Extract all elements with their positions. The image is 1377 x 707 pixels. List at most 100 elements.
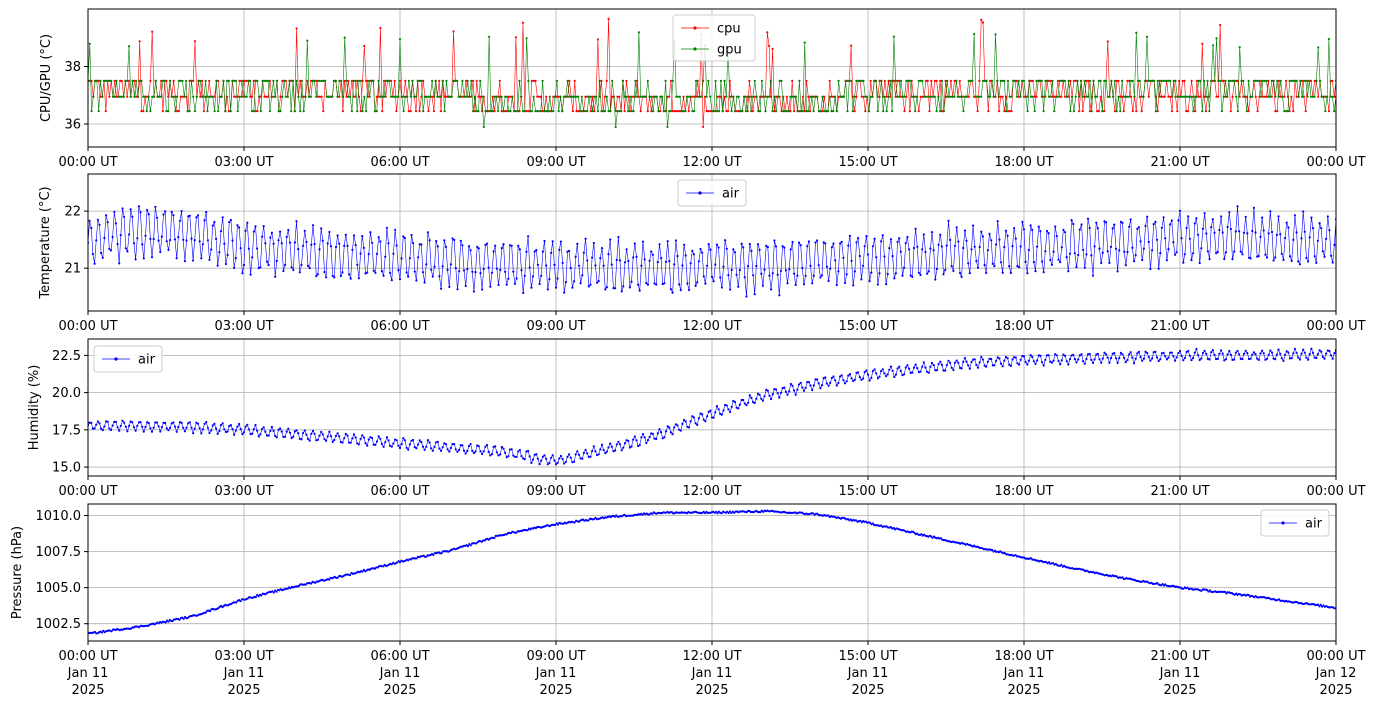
data-point bbox=[356, 263, 359, 266]
data-point bbox=[543, 454, 546, 457]
data-point bbox=[415, 557, 418, 560]
data-point bbox=[1241, 358, 1244, 361]
data-point bbox=[346, 434, 349, 437]
data-point bbox=[987, 95, 990, 98]
x-tick-label: Jan 11 bbox=[1003, 666, 1045, 681]
data-point bbox=[300, 95, 303, 98]
data-point bbox=[1194, 110, 1197, 113]
data-point bbox=[1017, 79, 1020, 82]
data-point bbox=[430, 447, 433, 450]
data-point bbox=[707, 110, 710, 113]
data-point bbox=[334, 245, 338, 249]
data-point bbox=[1269, 349, 1272, 352]
data-point bbox=[1216, 250, 1219, 254]
data-point bbox=[263, 79, 266, 82]
data-point bbox=[227, 110, 230, 113]
data-point bbox=[170, 95, 173, 98]
data-point bbox=[1182, 359, 1185, 362]
data-point bbox=[857, 79, 860, 82]
data-point bbox=[640, 436, 643, 439]
data-point bbox=[1270, 95, 1273, 98]
data-point bbox=[812, 384, 815, 387]
data-point bbox=[402, 110, 405, 113]
data-point bbox=[1018, 266, 1021, 269]
data-point bbox=[341, 110, 344, 113]
data-point bbox=[627, 110, 630, 113]
data-point bbox=[774, 388, 778, 391]
data-point bbox=[441, 446, 444, 449]
data-point bbox=[978, 95, 981, 98]
data-point bbox=[200, 257, 203, 260]
data-point bbox=[90, 110, 93, 113]
data-point bbox=[968, 272, 971, 275]
data-point bbox=[1083, 266, 1086, 269]
data-point bbox=[908, 79, 912, 82]
data-point bbox=[1012, 79, 1015, 82]
data-point bbox=[467, 444, 471, 448]
legend-marker-cpu bbox=[693, 26, 697, 30]
data-point bbox=[1206, 250, 1209, 253]
data-point bbox=[720, 512, 723, 515]
data-point bbox=[329, 435, 333, 438]
data-point bbox=[1087, 95, 1090, 98]
data-point bbox=[363, 44, 366, 48]
data-point bbox=[678, 110, 682, 113]
data-point bbox=[587, 455, 590, 458]
data-point bbox=[1169, 223, 1172, 226]
data-point bbox=[614, 125, 617, 128]
data-point bbox=[1092, 79, 1095, 82]
data-point bbox=[791, 384, 794, 387]
data-point bbox=[389, 271, 392, 274]
data-point bbox=[564, 281, 568, 284]
data-point bbox=[816, 378, 819, 381]
x-tick-label: Jan 12 bbox=[1315, 666, 1357, 681]
data-point bbox=[976, 266, 980, 269]
data-point bbox=[901, 95, 904, 98]
data-point bbox=[1216, 357, 1219, 360]
data-point bbox=[807, 240, 811, 243]
data-point bbox=[380, 270, 383, 273]
data-point bbox=[497, 283, 500, 287]
data-point bbox=[598, 79, 601, 82]
data-point bbox=[1318, 79, 1322, 82]
data-point bbox=[1249, 357, 1252, 360]
data-point bbox=[577, 110, 580, 113]
data-point bbox=[341, 271, 344, 274]
data-point bbox=[686, 282, 689, 285]
data-point bbox=[231, 239, 234, 242]
data-point bbox=[620, 449, 623, 452]
data-point bbox=[1285, 350, 1288, 353]
x-tick-label: 2025 bbox=[71, 683, 104, 698]
data-point bbox=[892, 35, 896, 38]
data-point bbox=[521, 110, 525, 113]
data-point bbox=[761, 284, 765, 287]
data-point bbox=[254, 79, 257, 82]
data-point bbox=[171, 619, 174, 623]
data-point bbox=[198, 240, 201, 243]
data-point bbox=[359, 437, 362, 440]
data-point bbox=[1238, 46, 1241, 49]
data-point bbox=[213, 220, 216, 224]
data-point bbox=[996, 356, 999, 359]
data-point bbox=[1278, 598, 1281, 601]
data-point bbox=[850, 44, 853, 47]
data-point bbox=[655, 283, 658, 286]
data-point bbox=[972, 224, 975, 227]
data-point bbox=[859, 519, 862, 522]
data-point bbox=[119, 424, 122, 427]
data-point bbox=[128, 233, 131, 236]
data-point bbox=[182, 426, 185, 429]
data-point bbox=[706, 415, 709, 418]
data-point bbox=[1114, 247, 1118, 250]
data-point bbox=[1154, 350, 1157, 353]
data-point bbox=[574, 255, 577, 258]
data-point bbox=[1261, 216, 1264, 219]
data-point bbox=[576, 450, 579, 453]
data-point bbox=[1159, 252, 1162, 255]
data-point bbox=[334, 79, 337, 82]
data-point bbox=[341, 441, 344, 444]
data-point bbox=[975, 260, 978, 263]
data-point bbox=[924, 95, 928, 98]
data-point bbox=[1287, 226, 1290, 229]
data-point bbox=[348, 441, 351, 444]
